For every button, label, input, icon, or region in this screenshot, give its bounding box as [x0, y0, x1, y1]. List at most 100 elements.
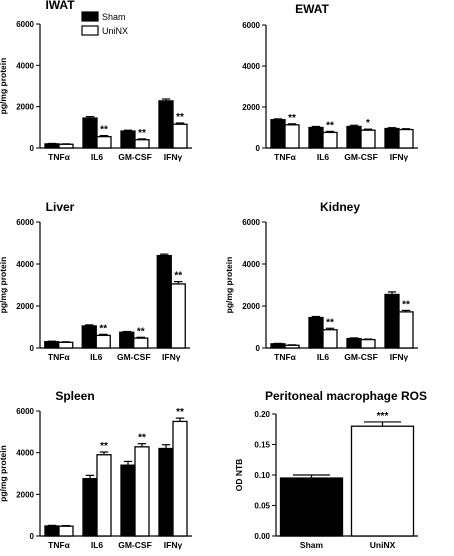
bar-uninx	[58, 143, 74, 149]
x-tick-label: IFNγ	[390, 152, 409, 162]
significance-marker: **	[100, 125, 108, 136]
y-axis-label: pg/mg protein	[0, 257, 8, 314]
bar-sham	[158, 447, 174, 537]
y-tick-label: 6000	[242, 218, 260, 227]
bar-sham	[44, 525, 60, 537]
bar-uninx	[172, 420, 188, 537]
x-tick-label: GM-CSF	[118, 540, 152, 550]
chart-title: IWAT	[45, 0, 75, 12]
y-axis-label: pg/mg protein	[0, 58, 8, 115]
bar-sham	[156, 254, 172, 349]
y-tick-label: 6000	[16, 20, 34, 29]
chart-panel-iwat: IWAT 0 2000 4000 6000 pg/mg protein TNFα IL6 ** G…	[0, 0, 192, 162]
bar-uninx	[134, 139, 150, 149]
x-tick-label: IFNγ	[164, 540, 183, 550]
bar-uninx	[398, 311, 414, 349]
bar-uninx	[133, 337, 149, 349]
bar-uninx	[284, 344, 300, 349]
x-tick-label: IFNγ	[164, 152, 183, 162]
bar-sham	[346, 125, 362, 149]
bar-sham	[308, 316, 324, 349]
y-tick-label: 6000	[16, 218, 34, 227]
bar-uninx	[172, 123, 188, 149]
bar-sham	[308, 126, 324, 149]
significance-marker: **	[326, 317, 334, 328]
y-axis-label: pg/mg protein	[0, 445, 8, 502]
x-tick-label: TNFα	[48, 152, 71, 162]
bar-uninx	[96, 454, 112, 537]
x-tick-label: Sham	[300, 540, 324, 550]
x-tick-label: TNFα	[48, 540, 71, 550]
x-tick-label: TNFα	[274, 352, 297, 362]
y-axis-label: OD NTB	[234, 459, 244, 492]
bar-sham	[82, 117, 98, 149]
y-tick-label: 0.05	[254, 502, 270, 511]
significance-marker: **	[138, 128, 146, 139]
significance-marker: **	[326, 120, 334, 131]
bar-uninx	[58, 525, 74, 537]
bar-sham	[158, 100, 174, 149]
bar-sham	[384, 293, 400, 349]
x-tick-label: IL6	[317, 352, 330, 362]
legend-swatch-sham	[81, 11, 99, 22]
bar-sham	[279, 477, 344, 537]
significance-marker: **	[402, 299, 410, 310]
chart-title: Liver	[46, 200, 75, 214]
x-tick-label: IFNγ	[390, 352, 409, 362]
y-tick-label: 6000	[242, 21, 260, 30]
chart-title: Kidney	[320, 200, 360, 214]
bar-uninx	[284, 124, 300, 149]
y-tick-label: 4000	[16, 449, 34, 458]
chart-panel-liver: Liver 0 2000 4000 6000 pg/mg protein TNFα IL6 **…	[0, 200, 190, 362]
bar-sham	[270, 343, 286, 349]
y-tick-label: 0	[30, 532, 35, 541]
bar-uninx	[170, 283, 186, 349]
bar-uninx	[360, 338, 376, 349]
legend: Sham UniNX	[81, 11, 128, 36]
x-tick-label: UniNX	[370, 540, 396, 550]
chart-panel-ewat: EWAT 0 2000 4000 6000 TNFα ** IL6 ** GM-CSF * IFNγ	[242, 2, 418, 162]
y-tick-label: 2000	[242, 302, 260, 311]
bar-uninx	[95, 334, 111, 349]
chart-panel-spleen: Spleen 0 2000 4000 6000 pg/mg protein TNFα IL6 *…	[0, 389, 192, 550]
significance-marker: ***	[377, 411, 389, 422]
y-tick-label: 2000	[16, 103, 34, 112]
y-tick-label: 2000	[16, 302, 34, 311]
x-tick-label: IL6	[90, 352, 103, 362]
bar-sham	[81, 325, 97, 349]
x-tick-label: IL6	[317, 152, 330, 162]
y-tick-label: 4000	[242, 62, 260, 71]
y-tick-label: 4000	[242, 260, 260, 269]
bar-uninx	[134, 446, 150, 537]
significance-marker: **	[176, 407, 184, 418]
x-tick-label: IL6	[91, 152, 104, 162]
significance-marker: **	[137, 326, 145, 337]
x-tick-label: GM-CSF	[117, 352, 151, 362]
bar-sham	[44, 143, 60, 149]
x-tick-label: IFNγ	[162, 352, 181, 362]
x-tick-label: TNFα	[48, 352, 71, 362]
significance-marker: **	[138, 433, 146, 444]
y-tick-label: 2000	[16, 490, 34, 499]
chart-panel-peritoneal-macrophage-ros: Peritoneal macrophage ROS 0.00 0.05 0.10 0.1…	[234, 389, 427, 550]
legend-swatch-uninx	[81, 25, 99, 36]
significance-marker: *	[366, 118, 370, 129]
y-tick-label: 0	[256, 344, 261, 353]
bar-uninx	[350, 425, 415, 537]
bar-sham	[44, 341, 60, 349]
x-tick-label: IL6	[91, 540, 104, 550]
bar-uninx	[96, 135, 112, 149]
y-tick-label: 0.20	[254, 410, 270, 419]
bar-uninx	[322, 329, 338, 349]
y-tick-label: 6000	[16, 407, 34, 416]
significance-marker: **	[174, 271, 182, 282]
bar-uninx	[398, 128, 414, 149]
bar-sham	[120, 464, 136, 537]
x-tick-label: GM-CSF	[344, 352, 378, 362]
bar-uninx	[322, 131, 338, 149]
significance-marker: **	[100, 441, 108, 452]
significance-marker: **	[288, 113, 296, 124]
y-tick-label: 0	[30, 344, 35, 353]
y-axis-label: pg/mg protein	[224, 257, 234, 314]
